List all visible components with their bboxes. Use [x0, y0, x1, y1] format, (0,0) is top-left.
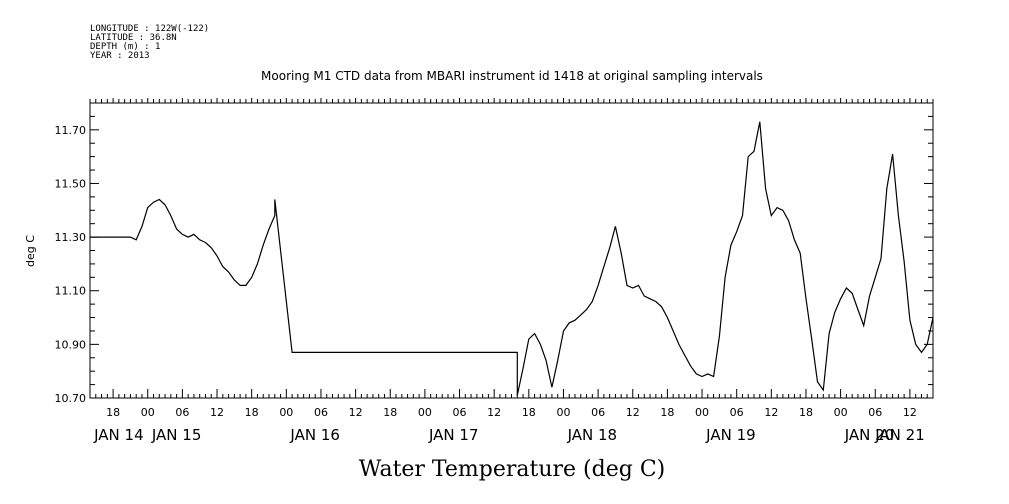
- y-tick-label: 11.70: [55, 124, 87, 137]
- x-tick-label: 06: [175, 406, 189, 419]
- x-tick-label: 06: [730, 406, 744, 419]
- series-group: [90, 121, 934, 396]
- header-info: LONGITUDE : 122W(-122) LATITUDE : 36.8N …: [90, 24, 209, 61]
- series-line-0: [90, 121, 934, 396]
- y-tick-label: 10.70: [55, 392, 87, 405]
- x-tick-label: 06: [868, 406, 882, 419]
- x-tick-label: 12: [487, 406, 501, 419]
- x-day-label: JAN 16: [289, 426, 340, 444]
- x-tick-label: 06: [314, 406, 328, 419]
- x-tick-label: 12: [349, 406, 363, 419]
- x-day-label: JAN 15: [151, 426, 202, 444]
- x-tick-label: 06: [591, 406, 605, 419]
- x-day-label: JAN 14: [93, 426, 144, 444]
- x-tick-label: 00: [556, 406, 570, 419]
- header-latitude: LATITUDE : 36.8N: [90, 33, 177, 43]
- x-axis-label: Water Temperature (deg C): [359, 457, 666, 482]
- x-tick-label: 12: [210, 406, 224, 419]
- x-day-label: JAN 17: [428, 426, 479, 444]
- x-tick-label: 18: [660, 406, 674, 419]
- x-tick-label: 06: [453, 406, 467, 419]
- x-day-label: JAN 21: [874, 426, 925, 444]
- y-axis: 10.70 10.90 11.10 11.30 11.50 11.70: [55, 102, 933, 405]
- x-tick-label: 00: [418, 406, 432, 419]
- x-tick-label: 12: [903, 406, 917, 419]
- x-tick-label: 00: [279, 406, 293, 419]
- y-tick-label: 10.90: [55, 338, 87, 351]
- x-tick-label: 18: [799, 406, 813, 419]
- x-tick-label: 00: [695, 406, 709, 419]
- header-longitude: LONGITUDE : 122W(-122): [90, 24, 209, 34]
- x-tick-label: 00: [834, 406, 848, 419]
- x-tick-label: 18: [106, 406, 120, 419]
- chart-title: Mooring M1 CTD data from MBARI instrumen…: [261, 69, 763, 83]
- y-tick-label: 11.10: [55, 285, 87, 298]
- y-tick-label: 11.30: [55, 231, 87, 244]
- x-day-label: JAN 18: [567, 426, 618, 444]
- header-depth: DEPTH (m) : 1: [90, 42, 160, 52]
- y-axis-label: deg C: [24, 235, 37, 267]
- x-tick-label: 18: [245, 406, 259, 419]
- y-tick-label: 11.50: [55, 177, 87, 190]
- x-day-label: JAN 20: [844, 426, 895, 444]
- x-tick-label: 18: [383, 406, 397, 419]
- plot-frame: [89, 102, 934, 399]
- x-tick-label: 18: [522, 406, 536, 419]
- header-year: YEAR : 2013: [90, 51, 150, 61]
- x-axis: 18 00 06 12 18 00 06 12 18 00 06 12 18 00 06 12 18 00 06 12…: [89, 98, 934, 444]
- x-tick-label: 00: [141, 406, 155, 419]
- x-tick-label: 12: [626, 406, 640, 419]
- x-day-label: JAN 19: [705, 426, 756, 444]
- x-tick-label: 12: [764, 406, 778, 419]
